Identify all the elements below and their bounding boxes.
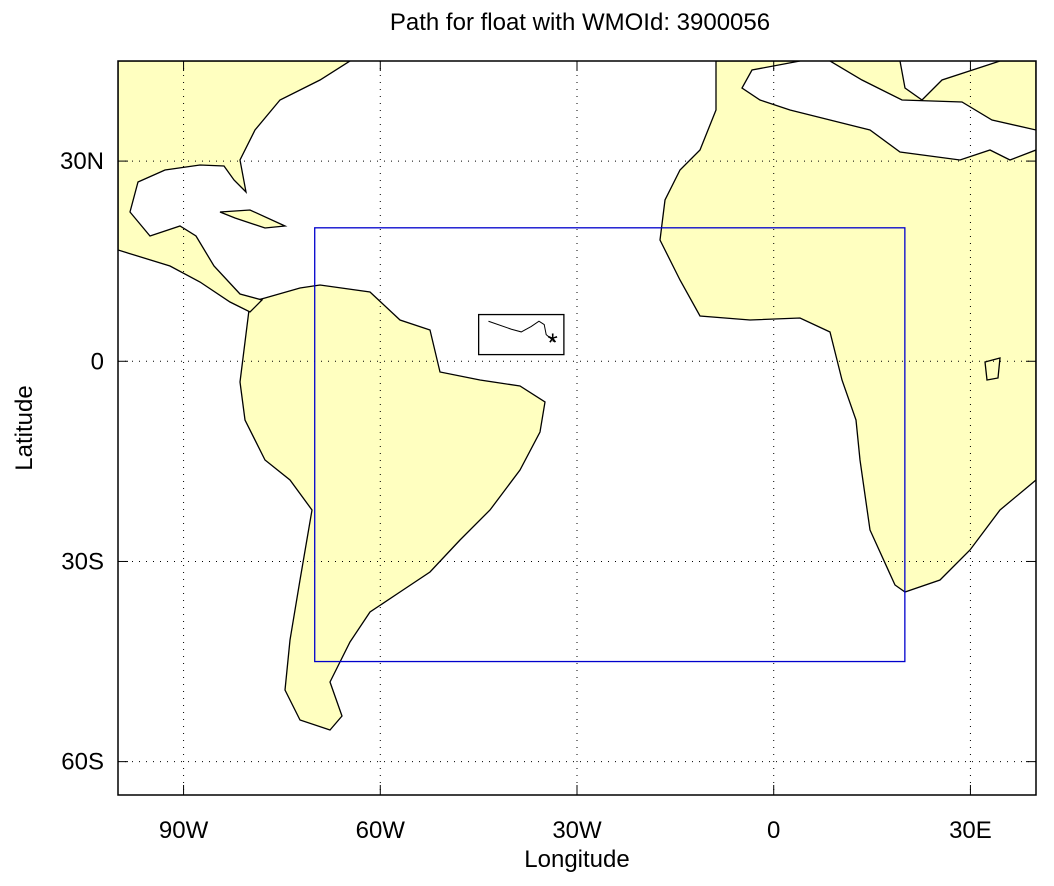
x-tick-label: 60W: [356, 817, 406, 844]
madagascar: [984, 357, 1001, 381]
float-last-position: *: [548, 327, 558, 357]
y-tick-label: 30S: [61, 548, 104, 575]
cuba: [219, 209, 288, 229]
chart-title: Path for float with WMOId: 3900056: [390, 9, 770, 36]
y-tick-label: 0: [91, 348, 104, 375]
europe: [828, 61, 1036, 131]
inset-box: [477, 313, 565, 356]
x-tick-label: 0: [767, 817, 780, 844]
y-tick-label: 30N: [60, 148, 104, 175]
y-tick-label: 60S: [61, 749, 104, 776]
x-tick-label: 30W: [552, 817, 602, 844]
africa: [659, 61, 1036, 593]
north-america: [118, 61, 352, 313]
y-axis-label: Latitude: [11, 385, 38, 470]
float-path: [488, 320, 556, 342]
region-box: [314, 227, 906, 663]
south-america: [239, 284, 546, 731]
x-tick-label: 90W: [159, 817, 209, 844]
x-axis-label: Longitude: [524, 846, 629, 873]
x-tick-label: 30E: [949, 817, 992, 844]
land: [118, 61, 1036, 731]
